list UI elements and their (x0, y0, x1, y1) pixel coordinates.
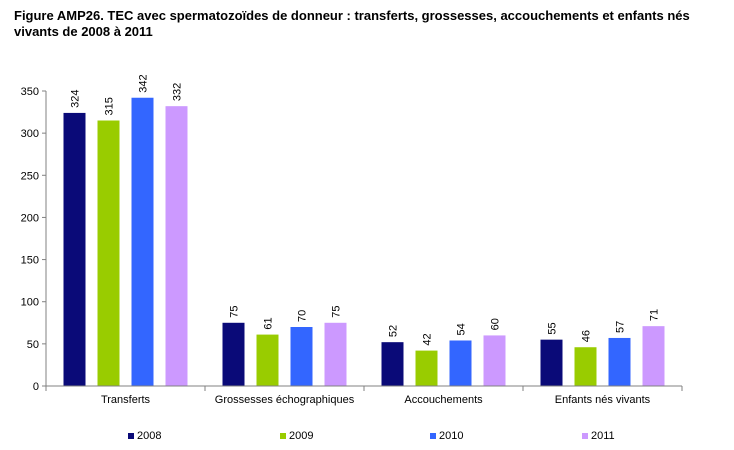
data-label: 342 (138, 74, 150, 92)
legend-swatch (430, 433, 436, 439)
legend-item-2008: 2008 (128, 430, 161, 442)
y-tick-label: 300 (21, 128, 39, 140)
data-label: 315 (104, 97, 116, 115)
legend-label: 2011 (591, 430, 615, 442)
data-label: 60 (490, 318, 502, 330)
y-axis: 0 50 100 150 200 250 300 350 (21, 86, 47, 393)
bars: 324 75 52 55 315 61 42 46 342 70 54 57 332 75 60 71 (63, 74, 665, 387)
data-label: 71 (649, 309, 661, 321)
data-label: 75 (331, 306, 343, 318)
y-tick-label: 50 (27, 339, 39, 351)
data-label: 54 (456, 323, 468, 335)
bar-2008-2 (381, 342, 404, 386)
bar-2009-2 (415, 350, 438, 386)
bar-2011-2 (483, 335, 506, 386)
x-tick-label: Accouchements (404, 394, 483, 406)
data-label: 70 (297, 310, 309, 322)
legend-item-2010: 2010 (430, 430, 463, 442)
bar-2011-0 (165, 106, 188, 387)
bar-2010-2 (449, 340, 472, 386)
data-label: 75 (229, 306, 241, 318)
legend-label: 2008 (137, 430, 162, 442)
bar-2011-1 (324, 322, 347, 386)
data-label: 46 (581, 330, 593, 342)
bar-2010-3 (608, 337, 631, 386)
legend-swatch (280, 433, 286, 439)
bar-2010-0 (131, 97, 154, 386)
legend-item-2009: 2009 (280, 430, 313, 442)
y-tick-label: 200 (21, 212, 39, 224)
y-tick-label: 350 (21, 86, 39, 98)
x-tick-label: Transferts (101, 394, 151, 406)
legend: 2008 2009 2010 2011 (0, 430, 734, 446)
y-tick-label: 150 (21, 255, 39, 267)
bar-2008-3 (540, 339, 563, 386)
data-label: 57 (615, 321, 627, 333)
chart-title: Figure AMP26. TEC avec spermatozoïdes de… (14, 8, 690, 39)
bar-2008-0 (63, 112, 86, 387)
y-tick-label: 0 (33, 381, 39, 393)
bar-chart: 0 50 100 150 200 250 300 350 324 75 52 55 315 61 42 46… (21, 74, 683, 406)
legend-swatch (582, 433, 588, 439)
data-label: 332 (172, 83, 184, 101)
x-tick-label: Enfants nés vivants (555, 394, 651, 406)
data-label: 42 (422, 333, 434, 345)
legend-label: 2010 (439, 430, 464, 442)
bar-2011-3 (642, 326, 665, 386)
bar-2009-1 (256, 334, 279, 386)
y-tick-label: 100 (21, 297, 39, 309)
y-tick-label: 250 (21, 170, 39, 182)
bar-2010-1 (290, 327, 313, 386)
legend-label: 2009 (289, 430, 314, 442)
bar-2008-1 (222, 322, 245, 386)
legend-item-2011: 2011 (582, 430, 615, 442)
bar-2009-3 (574, 347, 597, 386)
bar-2009-0 (97, 120, 120, 386)
legend-swatch (128, 433, 134, 439)
data-label: 324 (70, 90, 82, 108)
data-label: 52 (388, 325, 400, 337)
data-label: 55 (547, 322, 559, 334)
x-axis: Transferts Grossesses échographiques Accou… (45, 385, 683, 406)
data-label: 61 (263, 317, 275, 329)
x-tick-label: Grossesses échographiques (215, 394, 355, 406)
